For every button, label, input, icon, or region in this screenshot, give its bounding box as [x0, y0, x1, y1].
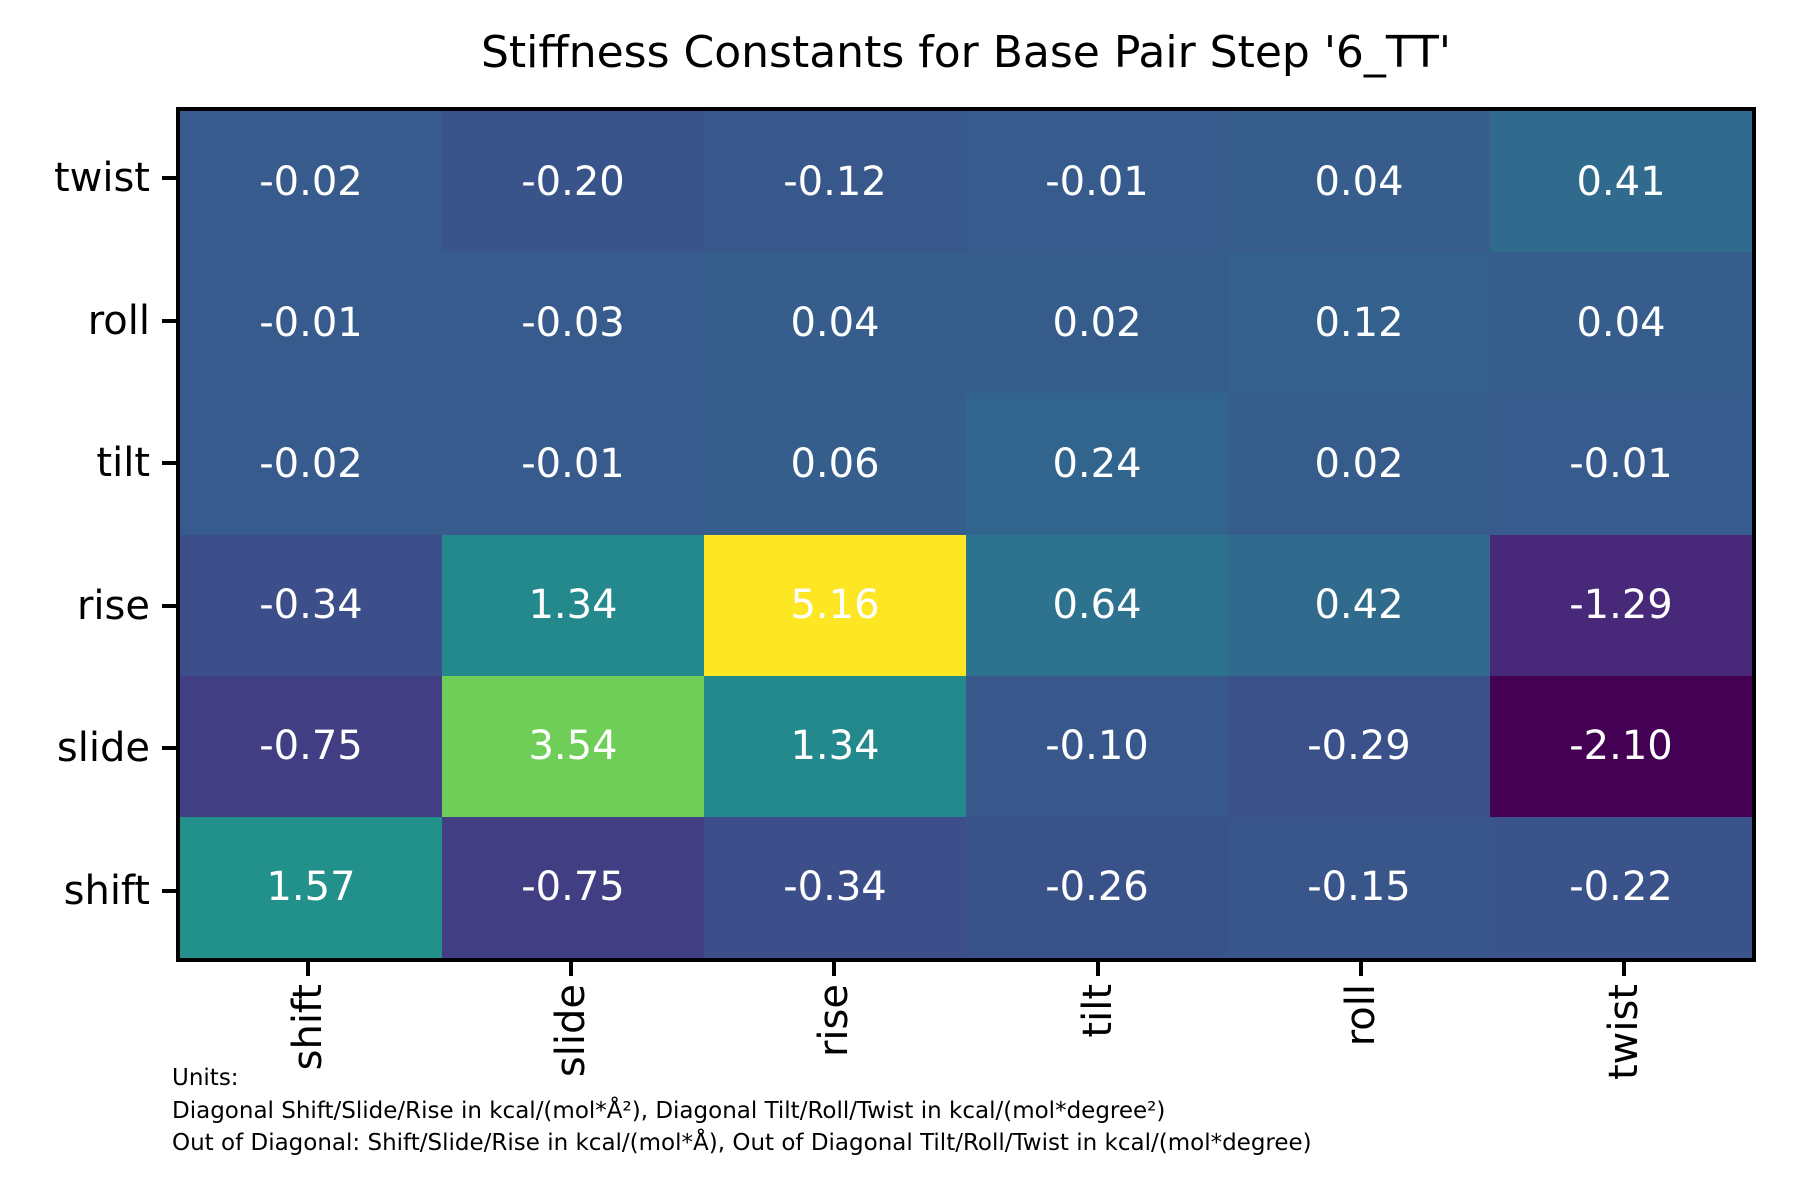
heatmap-cell-tilt-roll: 0.02 [1228, 393, 1490, 535]
y-tick-label-rise: rise [76, 582, 150, 629]
x-tick-rise [832, 962, 837, 976]
heatmap-cell-roll-twist: 0.04 [1490, 252, 1752, 394]
heatmap-cell-tilt-rise: 0.06 [704, 393, 966, 535]
x-tick-label-rise: rise [811, 984, 858, 1058]
heatmap-plot: -0.02 -0.20 -0.12 -0.01 0.04 0.41 -0.01 -0.03 0.… [176, 107, 1756, 962]
x-tick-label-twist: twist [1601, 984, 1648, 1081]
x-tick-twist [1622, 962, 1627, 976]
heatmap-cell-roll-roll: 0.12 [1228, 252, 1490, 394]
heatmap-cell-roll-tilt: 0.02 [966, 252, 1228, 394]
heatmap-cell-rise-twist: -1.29 [1490, 534, 1752, 676]
chart-title: Stiffness Constants for Base Pair Step '… [481, 27, 1451, 78]
heatmap-cell-tilt-twist: -0.01 [1490, 393, 1752, 535]
heatmap-cell-rise-tilt: 0.64 [966, 534, 1228, 676]
heatmap-cell-shift-twist: -0.22 [1490, 816, 1752, 958]
heatmap-cell-rise-roll: 0.42 [1228, 534, 1490, 676]
heatmap-cell-shift-shift: 1.57 [180, 816, 442, 958]
y-tick-tilt [162, 461, 176, 466]
heatmap-cell-roll-shift: -0.01 [180, 252, 442, 394]
heatmap-cell-tilt-tilt: 0.24 [966, 393, 1228, 535]
y-tick-label-shift: shift [63, 867, 150, 914]
y-tick-label-twist: twist [53, 155, 150, 202]
heatmap-cell-shift-tilt: -0.26 [966, 816, 1228, 958]
x-tick-roll [1359, 962, 1363, 976]
y-tick-rise [162, 603, 176, 608]
x-tick-tilt [1095, 962, 1100, 976]
y-tick-label-tilt: tilt [96, 440, 150, 487]
heatmap-cell-slide-rise: 1.34 [704, 675, 966, 817]
heatmap-cell-twist-tilt: -0.01 [966, 111, 1228, 253]
x-tick-slide [569, 962, 573, 976]
heatmap-cell-rise-slide: 1.34 [442, 534, 704, 676]
heatmap-cell-shift-roll: -0.15 [1228, 816, 1490, 958]
heatmap-cell-rise-shift: -0.34 [180, 534, 442, 676]
heatmap-cell-twist-roll: 0.04 [1228, 111, 1490, 253]
heatmap-cell-slide-tilt: -0.10 [966, 675, 1228, 817]
heatmap-cell-roll-rise: 0.04 [704, 252, 966, 394]
heatmap-cell-rise-rise: 5.16 [704, 534, 966, 676]
x-tick-label-shift: shift [284, 984, 331, 1071]
units-footnote: Units: Diagonal Shift/Slide/Rise in kcal… [172, 1062, 1312, 1160]
y-tick-twist [162, 176, 176, 181]
x-tick-label-tilt: tilt [1074, 984, 1121, 1038]
heatmap-cell-twist-twist: 0.41 [1490, 111, 1752, 253]
heatmap-cell-twist-slide: -0.20 [442, 111, 704, 253]
y-tick-shift [162, 888, 176, 893]
heatmap-cell-shift-rise: -0.34 [704, 816, 966, 958]
heatmap-cell-slide-twist: -2.10 [1490, 675, 1752, 817]
x-tick-shift [305, 962, 310, 976]
y-tick-label-slide: slide [56, 725, 150, 772]
heatmap-cell-slide-shift: -0.75 [180, 675, 442, 817]
x-tick-label-roll: roll [1338, 984, 1384, 1047]
heatmap-cell-slide-slide: 3.54 [442, 675, 704, 817]
units-label: Units: [172, 1065, 239, 1091]
units-off-diagonal-line: Out of Diagonal: Shift/Slide/Rise in kca… [172, 1130, 1312, 1156]
heatmap-cell-tilt-slide: -0.01 [442, 393, 704, 535]
y-tick-label-roll: roll [87, 297, 150, 344]
y-tick-slide [162, 746, 176, 751]
heatmap-cell-slide-roll: -0.29 [1228, 675, 1490, 817]
heatmap-cell-twist-rise: -0.12 [704, 111, 966, 253]
heatmap-cell-twist-shift: -0.02 [180, 111, 442, 253]
heatmap-cell-roll-slide: -0.03 [442, 252, 704, 394]
heatmap-cell-shift-slide: -0.75 [442, 816, 704, 958]
y-tick-roll [162, 318, 176, 323]
units-diagonal-line: Diagonal Shift/Slide/Rise in kcal/(mol*Å… [172, 1097, 1166, 1124]
heatmap-cell-tilt-shift: -0.02 [180, 393, 442, 535]
